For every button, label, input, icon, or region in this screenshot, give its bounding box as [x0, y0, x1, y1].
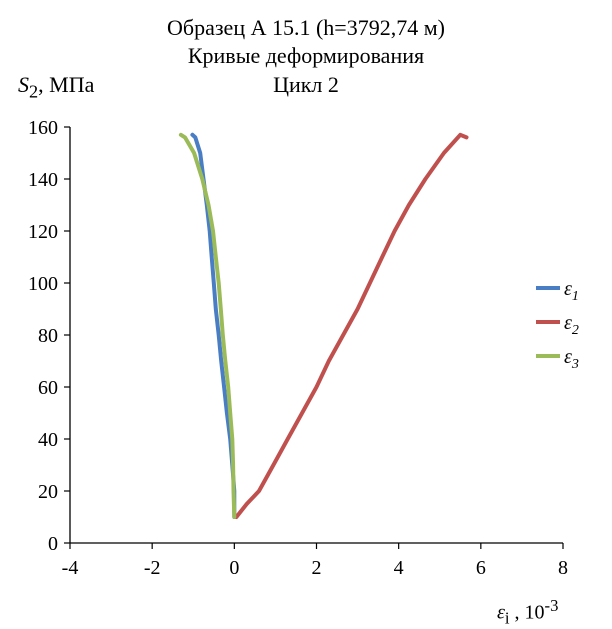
y-tick-label: 160	[28, 117, 58, 139]
y-tick-label: 140	[28, 169, 58, 191]
y-tick-label: 60	[38, 377, 58, 399]
x-tick-label: -2	[144, 557, 161, 579]
y-axis-label: S2, МПа	[18, 72, 95, 102]
y-tick-label: 100	[28, 273, 58, 295]
y-tick-label: 80	[38, 325, 58, 347]
x-tick-label: 6	[476, 557, 486, 579]
chart-title-line-3: Цикл 2	[273, 72, 339, 97]
x-tick-label: -4	[62, 557, 79, 579]
series-line-3	[178, 132, 237, 519]
x-tick-label: 2	[312, 557, 322, 579]
chart-title-line-1: Образец А 15.1 (h=3792,74 м)	[167, 15, 445, 40]
x-tick-label: 0	[229, 557, 239, 579]
chart-title-line-2: Кривые деформирования	[187, 43, 425, 68]
series-line-1	[190, 132, 237, 519]
y-tick-label: 0	[48, 533, 58, 555]
x-tick-label: 4	[394, 557, 404, 579]
legend-label-2: ε2	[564, 312, 579, 338]
legend-label-1: ε1	[564, 278, 579, 304]
y-tick-label: 40	[38, 429, 58, 451]
series-line-2	[234, 132, 469, 519]
x-axis-label: εi , 10-3	[497, 596, 559, 628]
y-tick-label: 20	[38, 481, 58, 503]
legend-label-3: ε3	[564, 346, 579, 372]
x-tick-label: 8	[558, 557, 568, 579]
y-tick-label: 120	[28, 221, 58, 243]
